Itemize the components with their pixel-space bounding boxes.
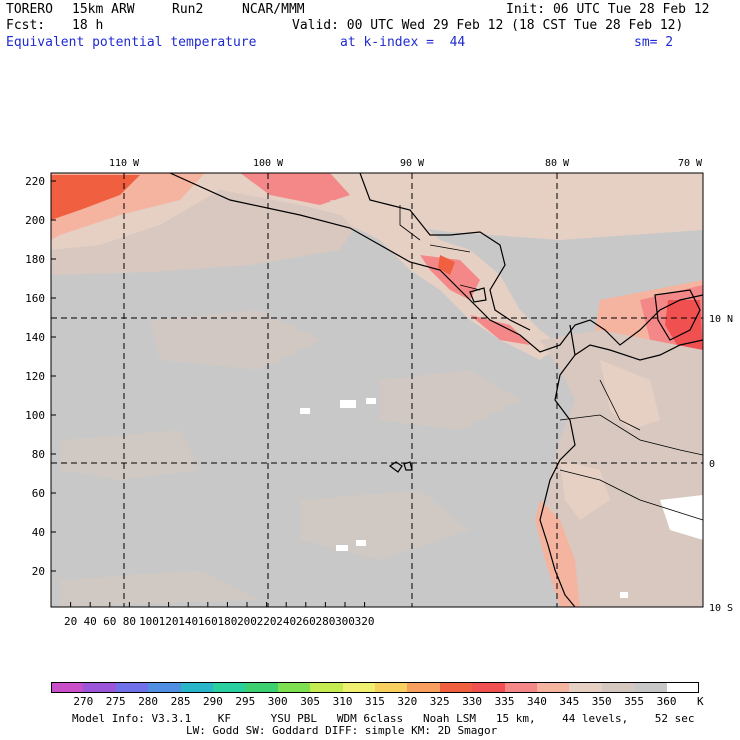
colorbar-label: 290 bbox=[203, 695, 223, 708]
colorbar-swatch bbox=[342, 682, 376, 693]
latitude-label: 10 S bbox=[709, 603, 733, 614]
country-borders bbox=[399, 205, 703, 521]
y-tick-label: 180 bbox=[25, 253, 45, 266]
organization: NCAR/MMM bbox=[242, 2, 305, 17]
x-tick-label: 160 bbox=[198, 615, 218, 628]
colorbar-label: 350 bbox=[591, 695, 612, 708]
colorbar-label: 360 bbox=[656, 695, 677, 708]
x-tick-label: 240 bbox=[276, 615, 296, 628]
colorbar-swatch bbox=[148, 682, 182, 693]
colorbar-label: 345 bbox=[559, 695, 580, 708]
longitude-labels: 110 W 100 W 90 W 80 W 70 W bbox=[109, 158, 703, 169]
colorbar-label: 270 bbox=[73, 695, 94, 708]
model-resolution: 15km ARW bbox=[72, 2, 135, 17]
colorbar-swatch bbox=[472, 682, 506, 693]
colorbar-swatch bbox=[115, 682, 149, 693]
forecast-label: Fcst: bbox=[6, 18, 46, 33]
colorbar-label: 335 bbox=[494, 695, 515, 708]
colorbar-swatch bbox=[439, 682, 473, 693]
x-tick-label: 300 bbox=[335, 615, 355, 628]
longitude-label: 100 W bbox=[253, 158, 284, 169]
longitude-label: 90 W bbox=[400, 158, 425, 169]
colorbar-label: 340 bbox=[527, 695, 547, 708]
colorbar-swatch bbox=[666, 682, 700, 693]
latitude-label: 0 bbox=[709, 459, 715, 470]
latitude-labels: 10 N 0 10 S bbox=[709, 314, 733, 614]
smoothing-label: sm= 2 bbox=[634, 35, 674, 50]
x-tick-label: 80 bbox=[123, 615, 136, 628]
x-tick-label: 20 bbox=[64, 615, 77, 628]
colorbar-label: 305 bbox=[300, 695, 321, 708]
level-label: at k-index = 44 bbox=[340, 35, 466, 50]
field-title: Equivalent potential temperature bbox=[6, 35, 257, 50]
colorbar-label: 315 bbox=[365, 695, 385, 708]
colorbar-label: 310 bbox=[332, 695, 353, 708]
colorbar-label: 300 bbox=[267, 695, 288, 708]
physics-info: LW: Godd SW: Goddard DIFF: simple KM: 2D… bbox=[186, 724, 498, 737]
x-tick-label: 40 bbox=[84, 615, 97, 628]
colorbar-swatch bbox=[213, 682, 246, 693]
y-tick-label: 80 bbox=[32, 448, 45, 461]
y-tick-label: 200 bbox=[25, 214, 45, 227]
x-tick-label: 320 bbox=[355, 615, 375, 628]
x-tick-label: 280 bbox=[315, 615, 335, 628]
longitude-label: 80 W bbox=[545, 158, 570, 169]
y-tick-label: 100 bbox=[25, 409, 45, 422]
x-tick-label: 200 bbox=[237, 615, 257, 628]
init-time: Init: 06 UTC Tue 28 Feb 12 bbox=[506, 2, 710, 17]
x-tick-label: 120 bbox=[159, 615, 179, 628]
colorbar-label: 280 bbox=[138, 695, 159, 708]
y-tick-label: 120 bbox=[25, 370, 45, 383]
colorbar-swatch bbox=[277, 682, 311, 693]
colorbar-swatch bbox=[310, 682, 344, 693]
colorbar-label: 285 bbox=[170, 695, 191, 708]
forecast-hour: 18 h bbox=[72, 18, 104, 33]
temperature-field bbox=[51, 173, 703, 607]
model-info: Model Info: V3.3.1 KF YSU PBL WDM 6class… bbox=[72, 712, 695, 725]
colorbar-swatch bbox=[83, 682, 117, 693]
colorbar-swatch bbox=[180, 682, 214, 693]
colorbar-label: 355 bbox=[624, 695, 645, 708]
colorbar-label: 320 bbox=[397, 695, 418, 708]
latlon-grid bbox=[51, 173, 703, 607]
x-tick-label: 260 bbox=[296, 615, 316, 628]
latitude-label: 10 N bbox=[709, 314, 733, 325]
coastlines bbox=[169, 173, 703, 607]
colorbar-label: 325 bbox=[429, 695, 450, 708]
colorbar-label: 275 bbox=[105, 695, 126, 708]
y-tick-label: 160 bbox=[25, 292, 45, 305]
longitude-label: 110 W bbox=[109, 158, 140, 169]
colorbar-swatch bbox=[601, 682, 635, 693]
y-axis: 220 200 180 160 140 120 100 80 60 40 20 bbox=[25, 175, 56, 578]
y-tick-label: 60 bbox=[32, 487, 45, 500]
y-tick-label: 220 bbox=[25, 175, 45, 188]
colorbar-frame bbox=[51, 682, 699, 693]
colorbar-swatch bbox=[504, 682, 538, 693]
colorbar-swatch bbox=[51, 682, 84, 693]
colorbar-swatch bbox=[634, 682, 668, 693]
colorbar-label: 330 bbox=[462, 695, 483, 708]
colorbar-unit: K bbox=[697, 695, 704, 708]
colorbar-swatch bbox=[375, 682, 408, 693]
y-tick-label: 140 bbox=[25, 331, 45, 344]
colorbar-swatch bbox=[537, 682, 570, 693]
model-name: TORERO bbox=[6, 2, 53, 17]
colorbar-swatch bbox=[407, 682, 441, 693]
x-axis: 20 40 60 80 100 120 140 160 180 200 220 240 260 280 30… bbox=[64, 602, 375, 628]
x-tick-label: 60 bbox=[103, 615, 116, 628]
y-tick-label: 20 bbox=[32, 565, 45, 578]
x-tick-label: 220 bbox=[257, 615, 277, 628]
colorbar-label: 295 bbox=[235, 695, 256, 708]
longitude-label: 70 W bbox=[678, 158, 703, 169]
colorbar-swatch bbox=[569, 682, 603, 693]
map-frame bbox=[50, 172, 704, 608]
x-tick-label: 100 bbox=[139, 615, 159, 628]
x-tick-label: 140 bbox=[178, 615, 198, 628]
colorbar-swatch bbox=[245, 682, 279, 693]
y-tick-label: 40 bbox=[32, 526, 45, 539]
x-tick-label: 180 bbox=[217, 615, 237, 628]
valid-time: Valid: 00 UTC Wed 29 Feb 12 (18 CST Tue … bbox=[292, 18, 684, 33]
run-label: Run2 bbox=[172, 2, 204, 17]
